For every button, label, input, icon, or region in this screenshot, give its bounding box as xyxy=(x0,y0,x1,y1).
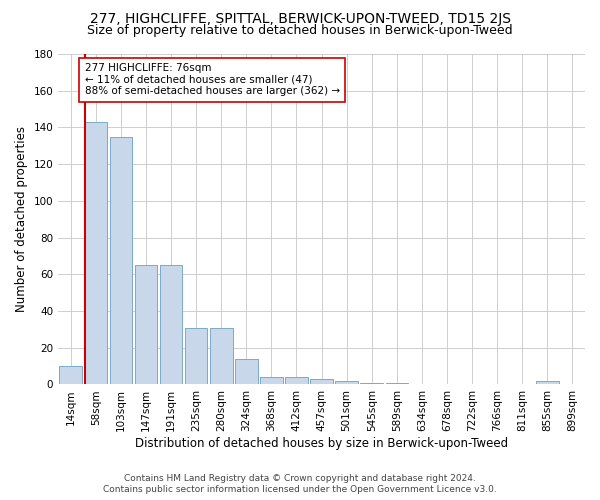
Bar xyxy=(59,366,82,384)
Text: 277 HIGHCLIFFE: 76sqm
← 11% of detached houses are smaller (47)
88% of semi-deta: 277 HIGHCLIFFE: 76sqm ← 11% of detached … xyxy=(85,63,340,96)
Bar xyxy=(85,122,107,384)
Text: Contains HM Land Registry data © Crown copyright and database right 2024.
Contai: Contains HM Land Registry data © Crown c… xyxy=(103,474,497,494)
Text: 277, HIGHCLIFFE, SPITTAL, BERWICK-UPON-TWEED, TD15 2JS: 277, HIGHCLIFFE, SPITTAL, BERWICK-UPON-T… xyxy=(89,12,511,26)
Bar xyxy=(536,381,559,384)
Text: Size of property relative to detached houses in Berwick-upon-Tweed: Size of property relative to detached ho… xyxy=(87,24,513,37)
Bar xyxy=(310,379,333,384)
Bar xyxy=(335,381,358,384)
Bar xyxy=(210,328,233,384)
Bar xyxy=(260,377,283,384)
Y-axis label: Number of detached properties: Number of detached properties xyxy=(15,126,28,312)
Bar xyxy=(110,136,132,384)
Bar xyxy=(285,377,308,384)
Bar xyxy=(134,265,157,384)
X-axis label: Distribution of detached houses by size in Berwick-upon-Tweed: Distribution of detached houses by size … xyxy=(135,437,508,450)
Bar xyxy=(361,382,383,384)
Bar xyxy=(235,359,257,384)
Bar xyxy=(185,328,208,384)
Bar xyxy=(160,265,182,384)
Bar xyxy=(386,382,408,384)
